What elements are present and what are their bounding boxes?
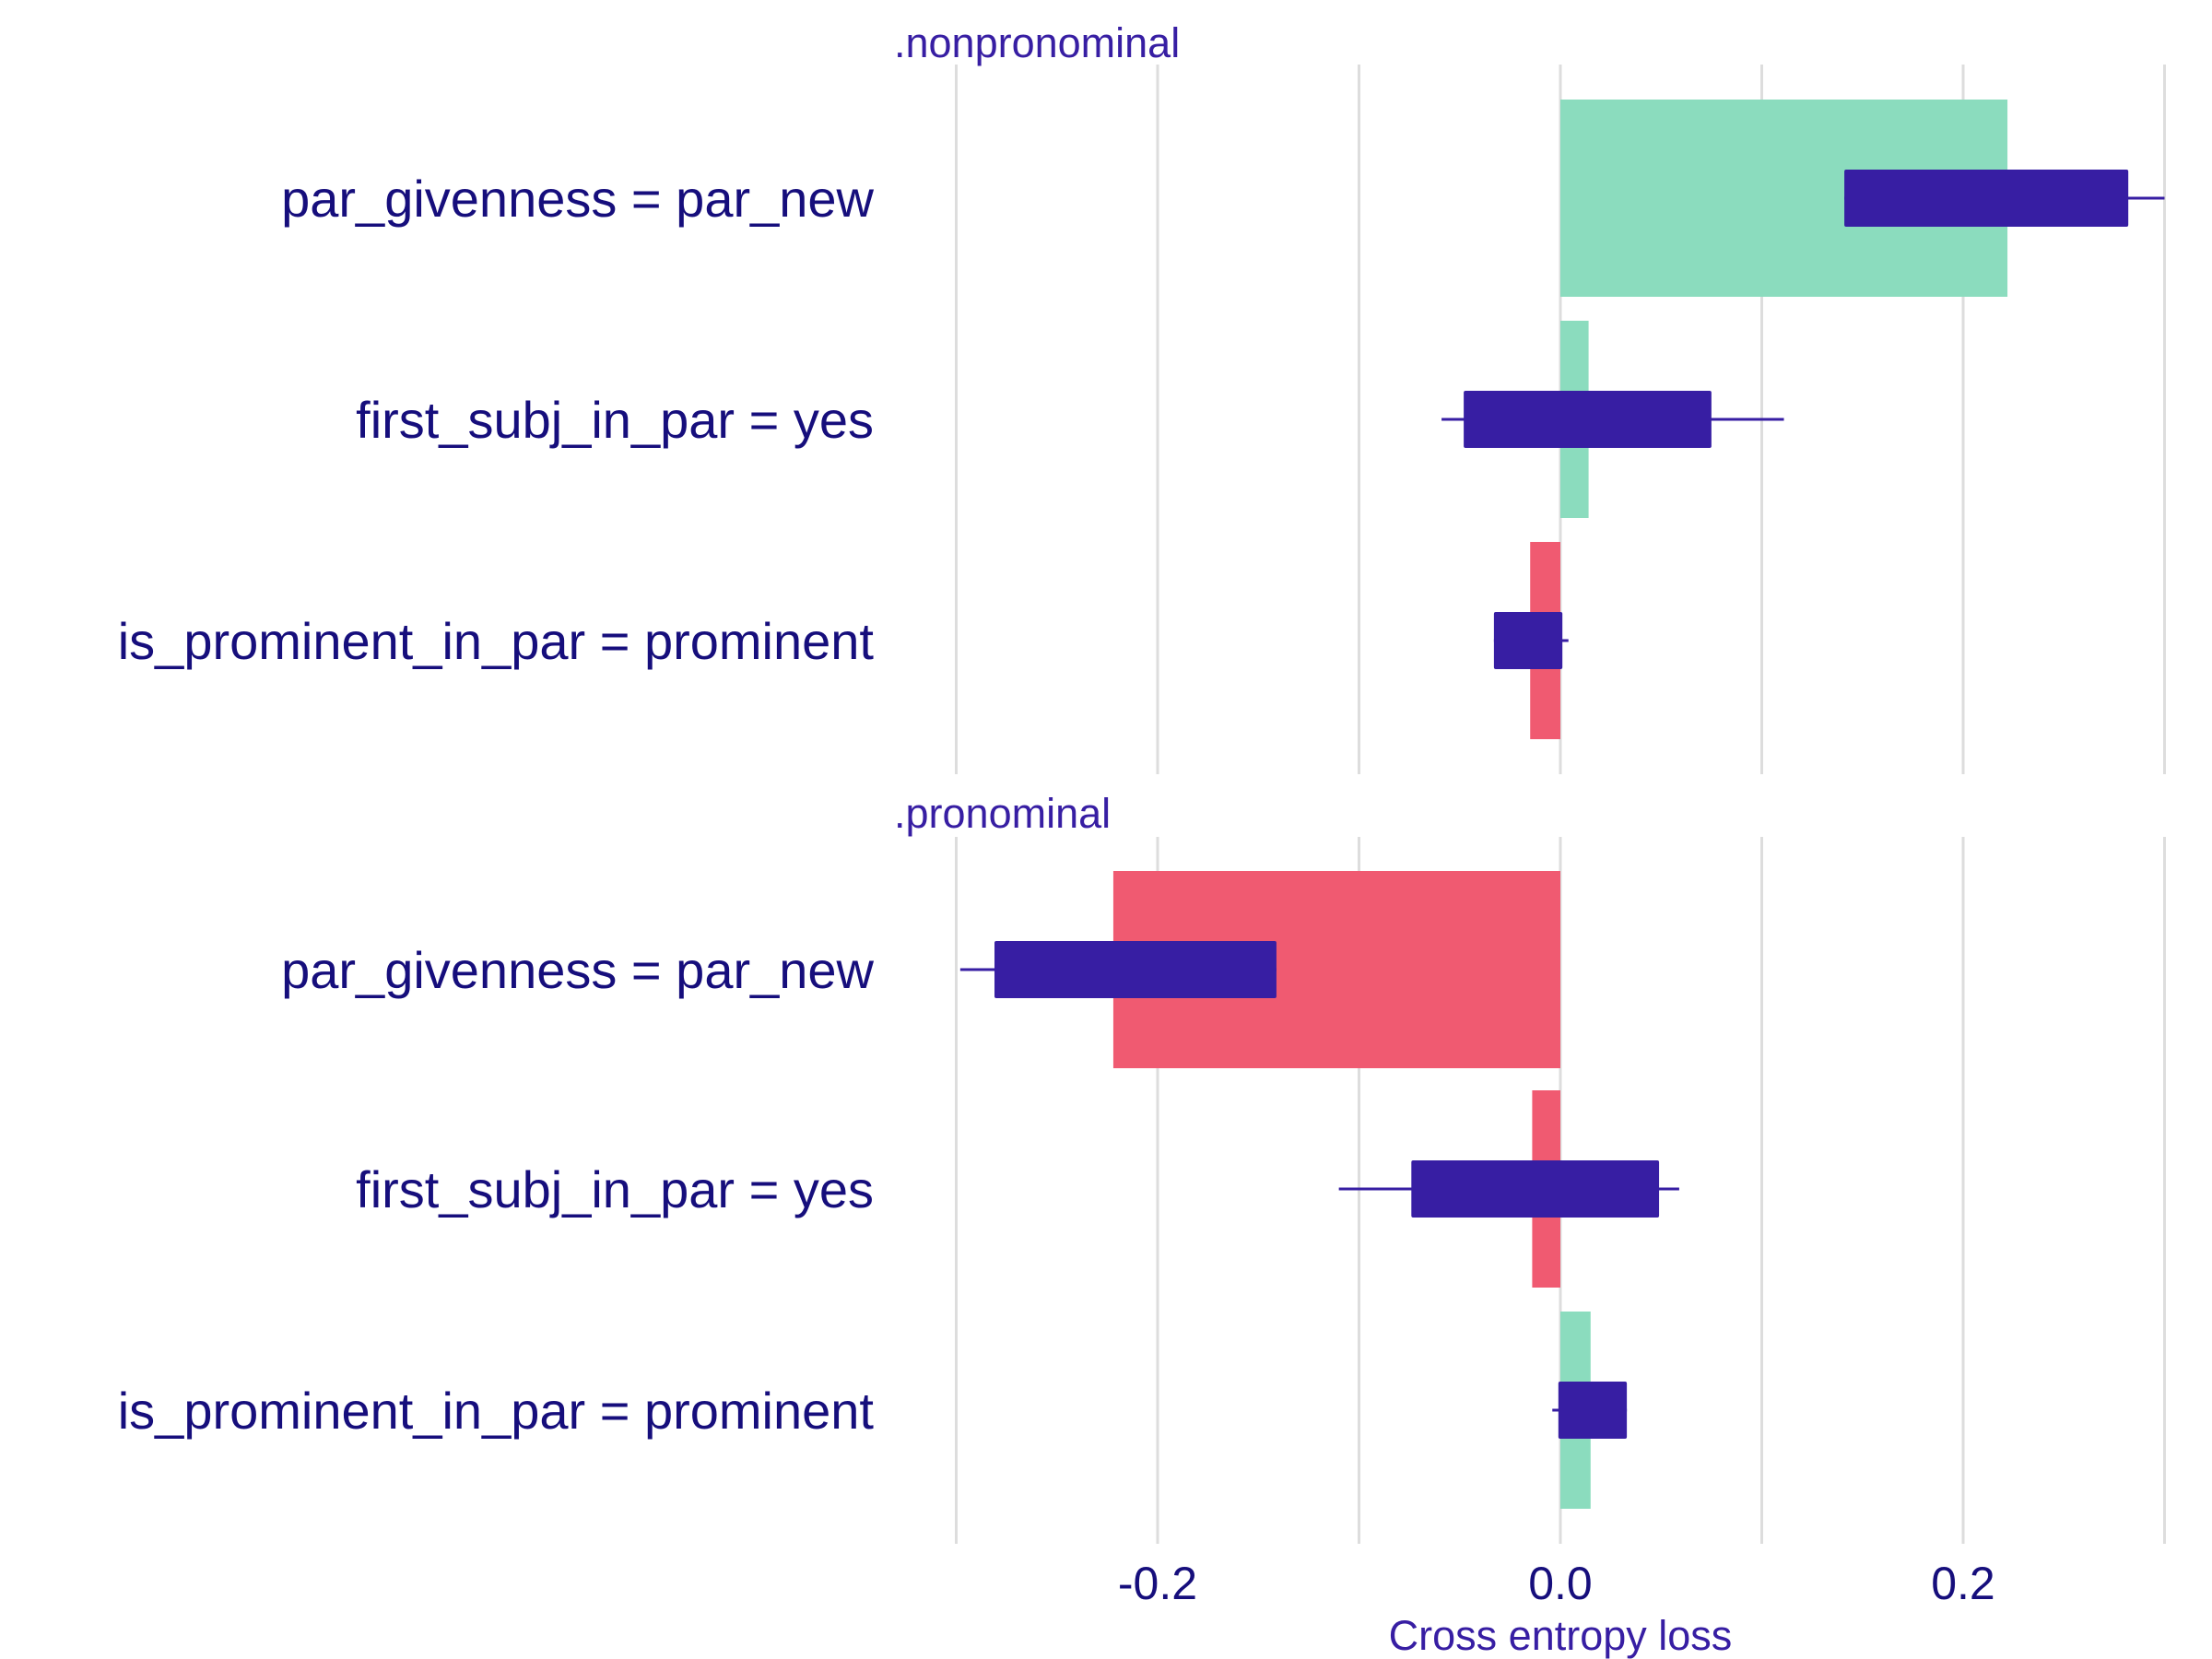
boxplot-box: [1493, 612, 1563, 669]
feature-label: first_subj_in_par = yes: [356, 391, 874, 449]
panel-title: .pronominal: [894, 790, 1111, 837]
x-tick-label: 0.2: [1931, 1558, 1995, 1609]
x-axis-title: Cross entropy loss: [1389, 1612, 1733, 1659]
feature-row: par_givenness = par_new: [281, 871, 1560, 1068]
feature-label: is_prominent_in_par = prominent: [118, 612, 875, 670]
feature-row: is_prominent_in_par = prominent: [118, 542, 1569, 739]
boxplot-box: [994, 941, 1277, 998]
x-tick-label: -0.2: [1118, 1558, 1197, 1609]
panel-1: .pronominal par_givenness = par_new first_…: [118, 790, 2166, 1544]
panel-0: .nonpronominal par_givenness = par_newfir…: [118, 19, 2166, 774]
feature-row: par_givenness = par_new: [281, 100, 2165, 297]
x-axis: -0.2 0.0 0.2: [1118, 1558, 1995, 1609]
boxplot-box: [1411, 1160, 1660, 1218]
feature-label: par_givenness = par_new: [281, 941, 874, 999]
feature-row: first_subj_in_par = yes: [356, 1090, 1679, 1288]
feature-label: is_prominent_in_par = prominent: [118, 1382, 875, 1440]
x-tick-label: 0.0: [1528, 1558, 1593, 1609]
boxplot-box: [1464, 391, 1712, 448]
feature-row: first_subj_in_par = yes: [356, 321, 1784, 518]
feature-label: first_subj_in_par = yes: [356, 1160, 874, 1218]
boxplot-box: [1558, 1382, 1628, 1439]
feature-label: par_givenness = par_new: [281, 170, 874, 228]
boxplot-box: [1844, 170, 2129, 227]
panel-title: .nonpronominal: [894, 19, 1180, 66]
feature-row: is_prominent_in_par = prominent: [118, 1312, 1628, 1509]
